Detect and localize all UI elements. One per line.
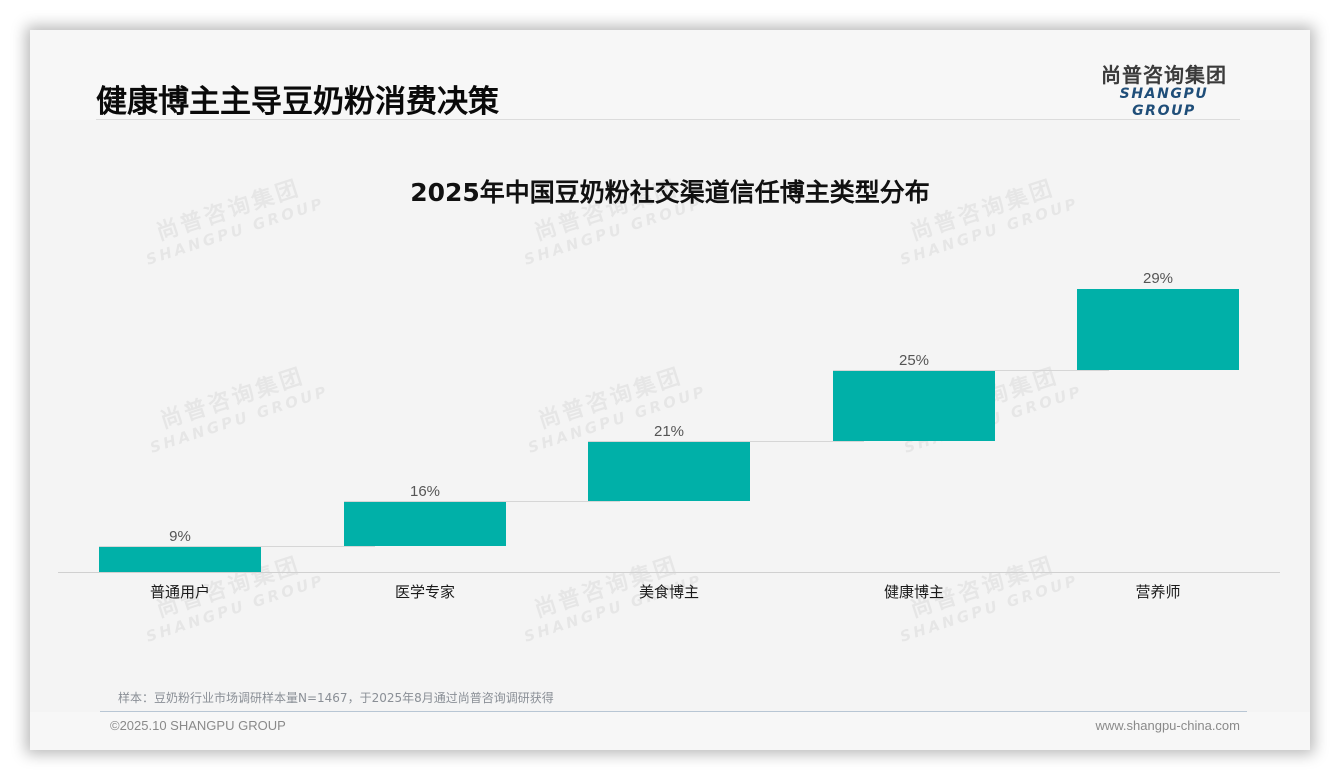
title-divider [96,119,1240,120]
bar-jiankang-bozhu [833,371,995,441]
connector-line [99,546,375,547]
footer-website: www.shangpu-china.com [1095,718,1240,733]
chart-area: 9% 16% 21% 25% 29% 普通用户 医学专家 美食博主 健康博主 营… [30,30,1310,750]
connector-line [588,441,864,442]
slide: 尚普咨询集团 SHANGPU GROUP 尚普咨询集团 SHANGPU GROU… [30,30,1310,750]
connector-line [344,501,620,502]
footer-copyright: ©2025.10 SHANGPU GROUP [110,718,286,733]
bar-yixue-zhuanjia [344,502,506,546]
company-logo: 尚普咨询集团 SHANGPU GROUP [1088,64,1240,120]
bar-value-label: 21% [653,423,685,440]
bar-value-label: 16% [409,483,441,500]
footer-band [30,712,1310,750]
category-label: 医学专家 [394,583,455,601]
bar-value-label: 25% [898,352,930,369]
header-band [30,30,1310,120]
chart-title: 2025年中国豆奶粉社交渠道信任博主类型分布 [410,178,930,207]
bar-putong-yonghu [99,547,261,572]
category-label: 健康博主 [883,583,944,601]
bar-yingyangshi [1077,289,1239,370]
x-axis-line [58,572,1280,573]
bar-meishi-bozhu [588,442,750,501]
footer-divider [100,711,1247,712]
sample-footnote: 样本：豆奶粉行业市场调研样本量N=1467，于2025年8月通过尚普咨询调研获得 [118,691,554,705]
category-label: 普通用户 [149,583,210,601]
logo-cn-text: 尚普咨询集团 [1101,63,1227,87]
bar-value-label: 29% [1142,270,1174,287]
category-label: 美食博主 [638,583,699,601]
logo-en-text: SHANGPU GROUP [1119,86,1209,119]
page-title: 健康博主主导豆奶粉消费决策 [96,84,499,120]
category-label: 营养师 [1135,583,1181,601]
bar-value-label: 9% [169,528,191,545]
connector-line [833,370,1109,371]
